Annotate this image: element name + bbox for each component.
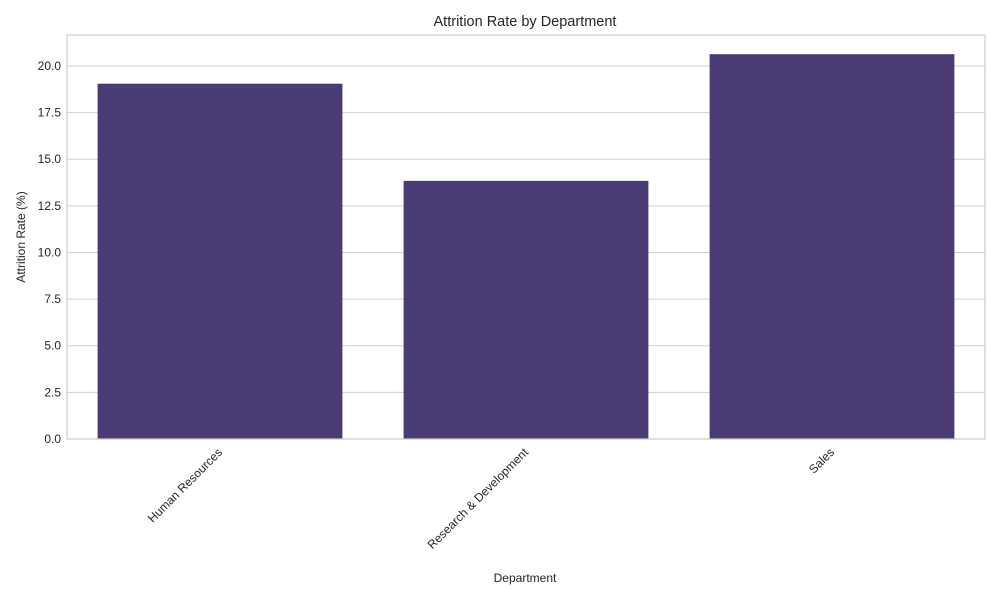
plot-frame bbox=[66, 34, 986, 440]
y-axis-label: Attrition Rate (%) bbox=[14, 191, 28, 282]
y-tick-label: 7.5 bbox=[44, 292, 61, 306]
x-axis-label: Department bbox=[494, 571, 557, 585]
y-tick-label: 17.5 bbox=[38, 106, 62, 120]
y-tick-label: 5.0 bbox=[44, 339, 61, 353]
y-tick-label: 10.0 bbox=[38, 245, 62, 259]
y-tick-label: 2.5 bbox=[44, 385, 61, 399]
y-tick-label: 12.5 bbox=[38, 199, 62, 213]
x-tick-label: Human Resources bbox=[145, 445, 225, 525]
bars bbox=[97, 54, 955, 440]
bar-human-resources bbox=[97, 83, 343, 439]
chart-title: Attrition Rate by Department bbox=[434, 14, 617, 30]
y-tick-label: 0.0 bbox=[44, 432, 61, 446]
y-axis-ticks: 0.0 2.5 5.0 7.5 10.0 12.5 15.0 17.5 20.0 bbox=[38, 59, 62, 446]
plot-border bbox=[66, 34, 986, 440]
y-tick-label: 15.0 bbox=[38, 152, 62, 166]
x-tick-label: Sales bbox=[806, 445, 837, 476]
bar-sales bbox=[709, 54, 955, 439]
x-tick-label: Research & Development bbox=[425, 445, 532, 552]
bar-research-development bbox=[403, 180, 649, 440]
y-tick-label: 20.0 bbox=[38, 59, 62, 73]
x-axis-ticks: Human Resources Research & Development Sal… bbox=[145, 445, 837, 552]
